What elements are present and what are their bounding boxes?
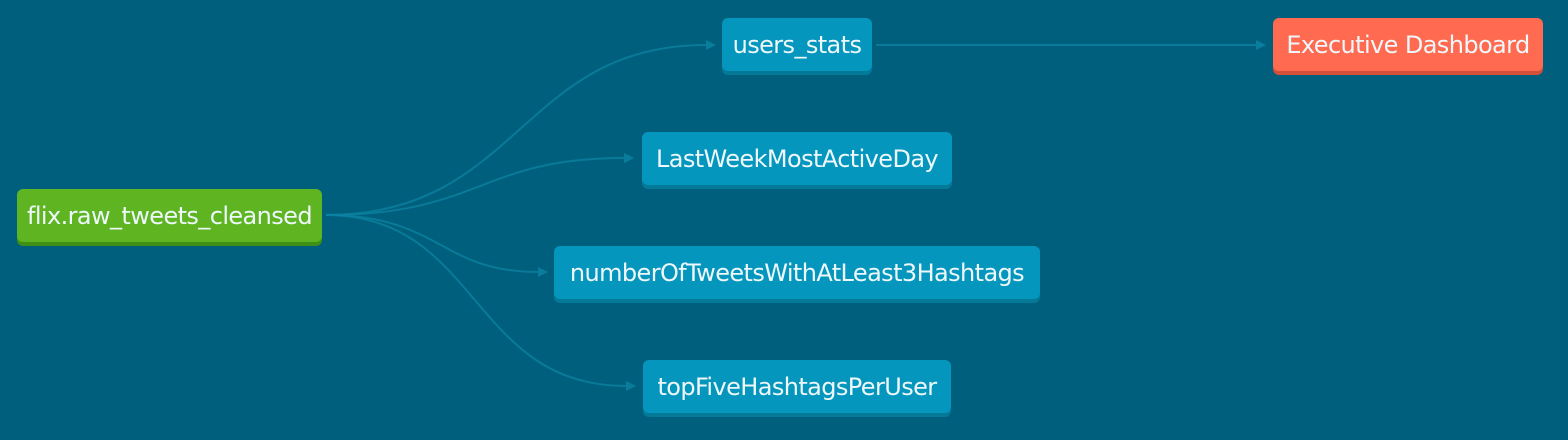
edge-source-to-topfive: [325, 214, 627, 387]
edge-arrowhead-hashtags: [538, 267, 548, 277]
node-label: numberOfTweetsWithAtLeast3Hashtags: [569, 258, 1025, 287]
node-label: LastWeekMostActiveDay: [655, 144, 939, 173]
edge-arrowhead-users-stats: [706, 40, 716, 50]
node-users-stats[interactable]: users_stats: [722, 18, 872, 71]
node-executive-dashboard[interactable]: Executive Dashboard: [1273, 18, 1543, 71]
edge-source-to-users-stats: [325, 44, 707, 216]
node-label: topFiveHashtagsPerUser: [657, 372, 937, 401]
node-raw-tweets-cleansed[interactable]: flix.raw_tweets_cleansed: [17, 189, 322, 242]
node-label: users_stats: [732, 30, 862, 59]
node-top-five-hashtags-per-user[interactable]: topFiveHashtagsPerUser: [643, 360, 951, 413]
edge-source-to-hashtags: [325, 214, 539, 273]
edge-arrowhead-executive-dashboard: [1256, 40, 1266, 50]
node-last-week-most-active-day[interactable]: LastWeekMostActiveDay: [642, 132, 952, 185]
node-number-of-tweets-with-at-least-3-hashtags[interactable]: numberOfTweetsWithAtLeast3Hashtags: [554, 246, 1040, 299]
node-label: Executive Dashboard: [1286, 30, 1530, 59]
edge-arrowhead-lastweek: [624, 153, 634, 163]
edge-source-to-lastweek: [325, 157, 625, 216]
node-label: flix.raw_tweets_cleansed: [27, 201, 313, 230]
edge-arrowhead-topfive: [626, 381, 636, 391]
